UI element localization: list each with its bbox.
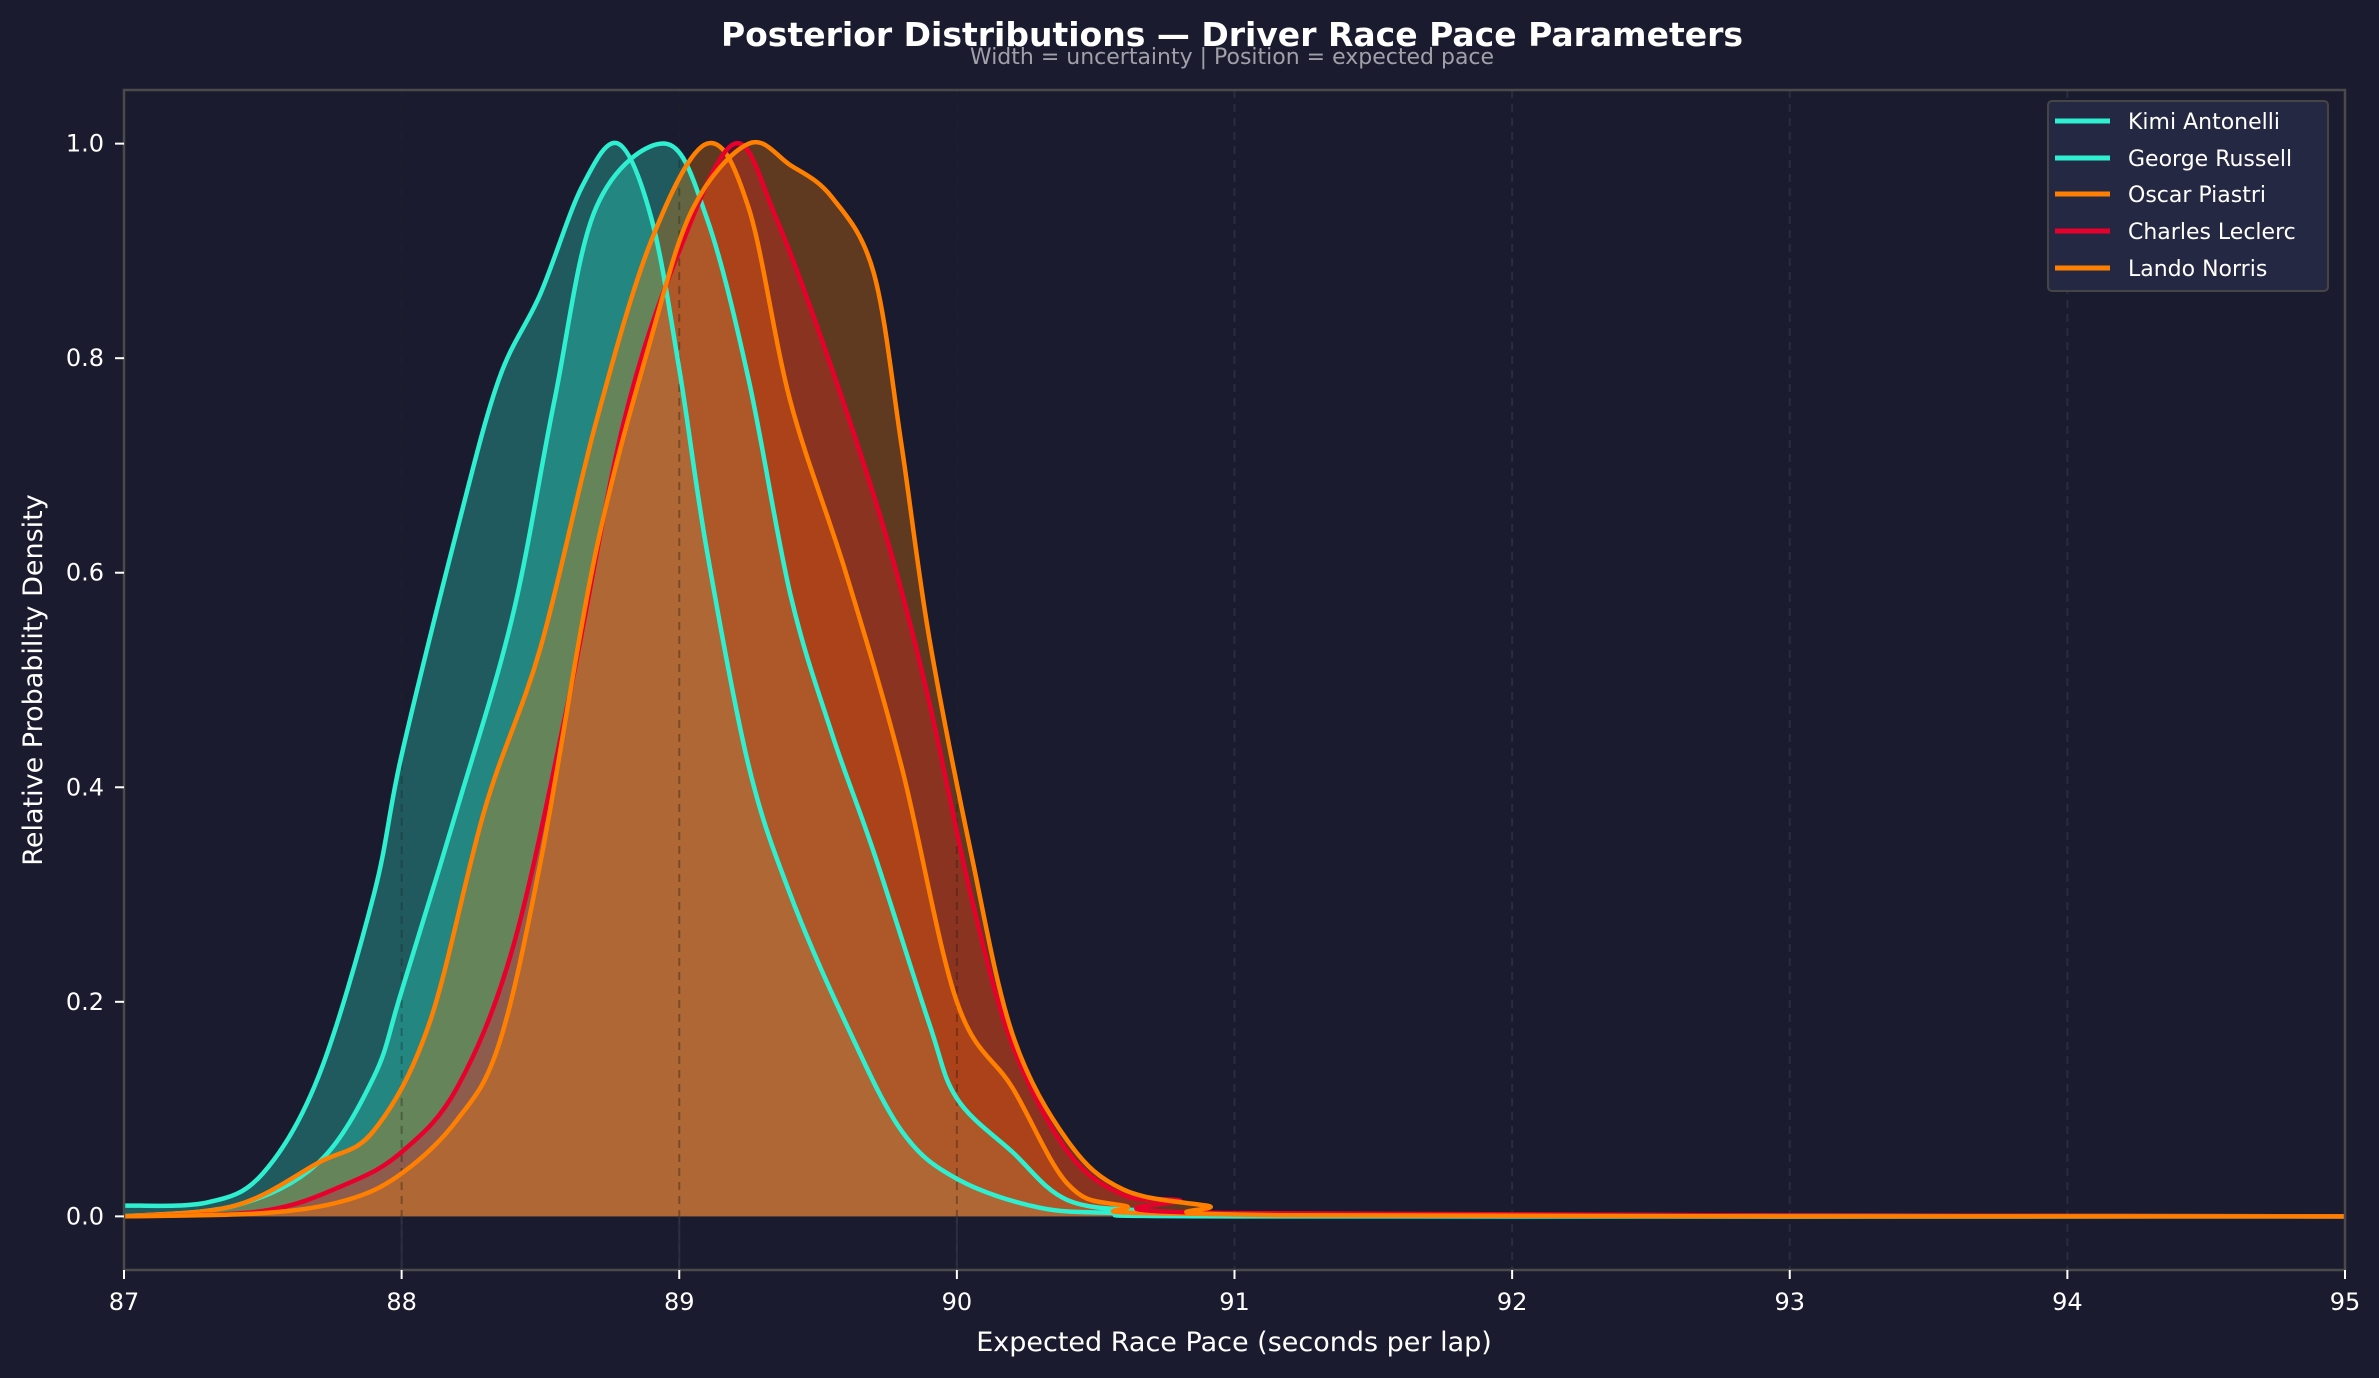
y-axis-ticks: 0.0 0.2 0.4 0.6 0.8 1.0 — [66, 130, 124, 1230]
density-line-lando-norris — [123, 139, 2346, 1219]
legend-item: Lando Norris — [2055, 257, 2267, 282]
y-tick-label: 0.2 — [66, 988, 104, 1016]
chart-title: Posterior Distributions — Driver Race Pa… — [721, 15, 1743, 54]
y-tick-label: 0.0 — [66, 1202, 104, 1230]
density-lines — [123, 139, 2346, 1219]
density-fills — [124, 142, 2345, 1217]
x-tick-label: 87 — [109, 1288, 140, 1316]
y-tick-label: 0.6 — [66, 559, 104, 587]
vertical-gridlines — [400, 90, 2069, 1270]
legend-label: George Russell — [2128, 147, 2292, 172]
y-tick-label: 0.4 — [66, 773, 104, 801]
chart-subtitle: Width = uncertainty | Position = expecte… — [970, 45, 1494, 70]
legend-item: George Russell — [2055, 147, 2292, 172]
legend-label: Lando Norris — [2128, 257, 2267, 282]
legend-label: Kimi Antonelli — [2128, 110, 2280, 135]
x-axis-ticks: 87 88 89 90 91 92 93 94 95 — [109, 1270, 2361, 1316]
x-tick-label: 88 — [386, 1288, 417, 1316]
x-tick-label: 95 — [2330, 1288, 2361, 1316]
legend-label: Oscar Piastri — [2128, 183, 2266, 208]
legend-item: Oscar Piastri — [2055, 183, 2266, 208]
x-tick-label: 91 — [1219, 1288, 1250, 1316]
legend: Kimi Antonelli George Russell Oscar Pias… — [2047, 100, 2329, 292]
x-tick-label: 93 — [1774, 1288, 1805, 1316]
legend-item: Kimi Antonelli — [2055, 110, 2280, 135]
density-fill-lando-norris — [124, 142, 2345, 1217]
density-fill-kimi-antonelli — [124, 142, 2345, 1217]
density-fill-charles-leclerc — [124, 143, 2345, 1217]
y-tick-label: 0.8 — [66, 344, 104, 372]
y-axis-label: Relative Probability Density — [18, 494, 49, 865]
y-tick-label: 1.0 — [66, 130, 104, 158]
x-tick-label: 94 — [2052, 1288, 2083, 1316]
density-fill-george-russell — [124, 143, 2345, 1217]
legend-item: Charles Leclerc — [2055, 220, 2296, 245]
density-fill-oscar-piastri — [124, 142, 2345, 1217]
x-axis-label: Expected Race Pace (seconds per lap) — [976, 1327, 1492, 1358]
x-tick-label: 89 — [664, 1288, 695, 1316]
legend-label: Charles Leclerc — [2128, 220, 2296, 245]
x-tick-label: 92 — [1497, 1288, 1528, 1316]
density-line-oscar-piastri — [123, 140, 2346, 1219]
x-tick-label: 90 — [942, 1288, 973, 1316]
reference-lines-overlay — [400, 90, 958, 1270]
legend-box — [2047, 100, 2329, 292]
